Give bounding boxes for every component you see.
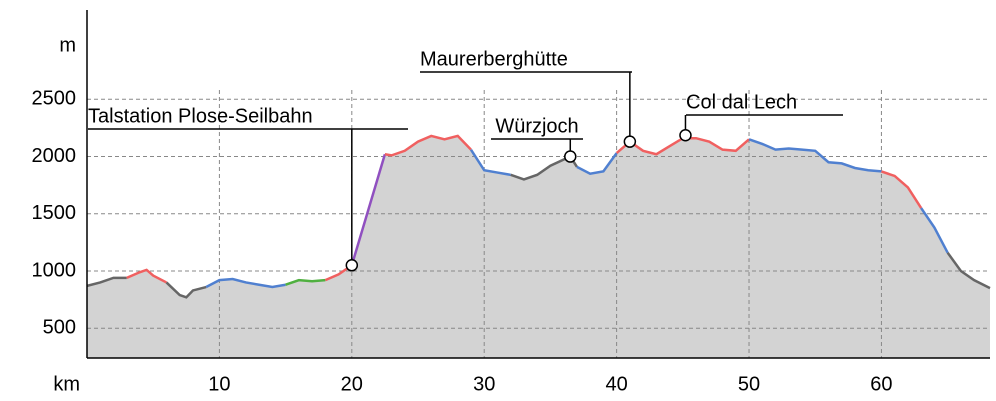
annotation-point (679, 128, 692, 142)
y-tick-label: 2000 (32, 145, 77, 167)
profile-segment (920, 207, 949, 254)
annotation-label: Maurerberghütte (420, 48, 568, 70)
x-tick-label: 20 (341, 373, 363, 395)
annotation-label: Würzjoch (495, 115, 578, 137)
y-tick-label: 500 (43, 317, 76, 339)
profile-segment (946, 251, 991, 290)
profile-segment (748, 138, 882, 173)
y-unit: m (59, 34, 76, 56)
profile-segment (469, 148, 511, 177)
annotation-point (345, 259, 359, 272)
x-tick-label: 30 (473, 373, 495, 395)
annotation-point (564, 150, 577, 163)
y-tick-label: 1000 (32, 259, 77, 281)
x-tick-label: 60 (870, 373, 892, 395)
annotation-point (623, 135, 637, 148)
profile-segment (576, 152, 618, 176)
annotation-label: Talstation Plose-Seilbahn (88, 105, 313, 127)
x-unit: km (53, 373, 80, 395)
y-tick-label: 2500 (32, 88, 77, 110)
x-tick-label: 10 (208, 373, 230, 395)
profile-segment (350, 153, 387, 266)
x-tick-label: 40 (605, 373, 627, 395)
profile-segment (165, 281, 207, 299)
annotation-label: Col dal Lech (686, 91, 797, 113)
x-tick-label: 50 (738, 373, 760, 395)
profile-segment (285, 278, 326, 286)
profile-segment (384, 134, 472, 157)
profile-segment (881, 170, 923, 209)
profile-area (87, 135, 990, 358)
profile-segment (126, 268, 168, 284)
profile-segment (86, 276, 127, 288)
profile-segment (205, 277, 286, 289)
y-tick-label: 1500 (32, 202, 77, 224)
